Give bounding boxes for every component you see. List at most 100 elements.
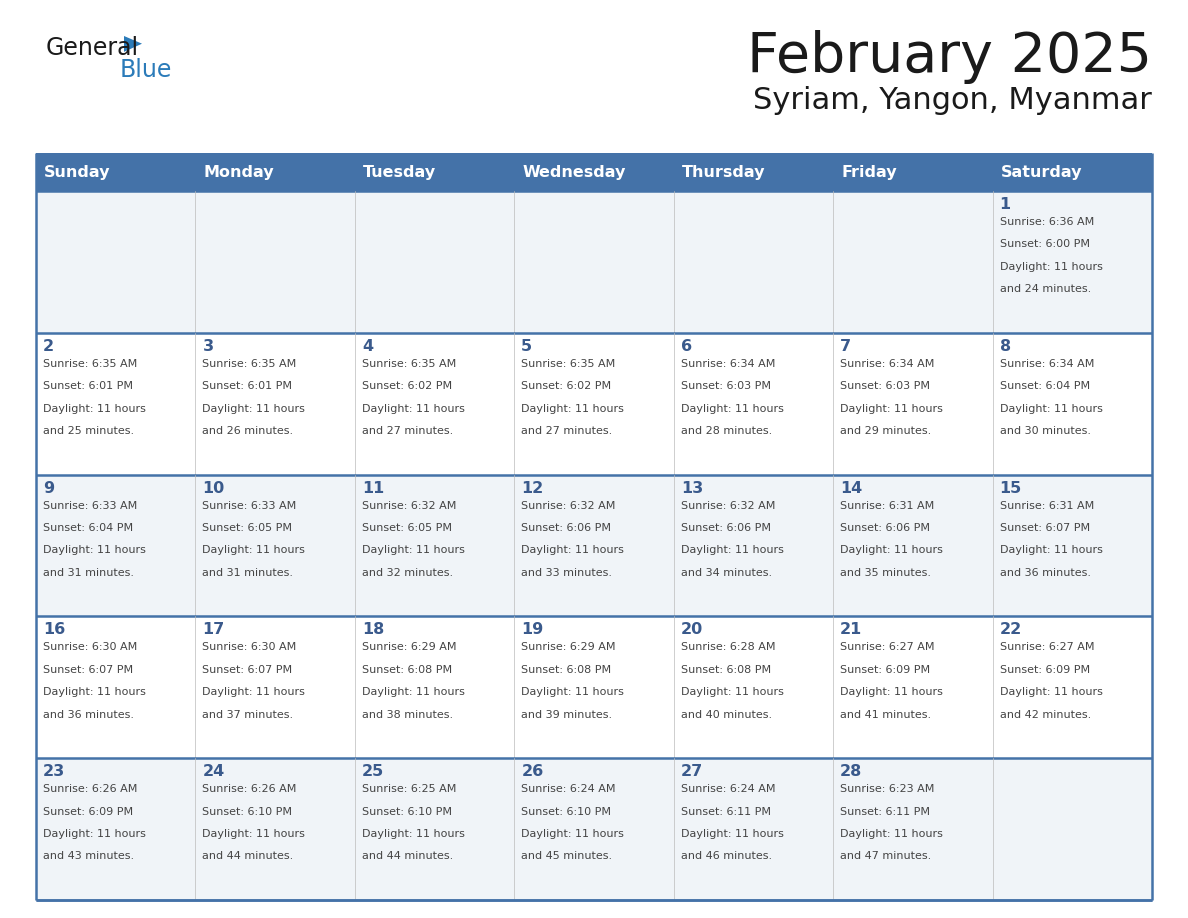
Text: Sunrise: 6:30 AM: Sunrise: 6:30 AM [202,643,297,653]
Bar [36,333,1152,475]
Bar [36,153,1152,191]
Text: 6: 6 [681,339,691,353]
Text: Daylight: 11 hours: Daylight: 11 hours [43,829,146,839]
Text: Sunrise: 6:30 AM: Sunrise: 6:30 AM [43,643,138,653]
Text: and 34 minutes.: and 34 minutes. [681,568,772,577]
Text: 9: 9 [43,481,55,496]
Text: Sunrise: 6:28 AM: Sunrise: 6:28 AM [681,643,776,653]
Text: Sunset: 6:06 PM: Sunset: 6:06 PM [681,523,771,533]
Text: Sunrise: 6:24 AM: Sunrise: 6:24 AM [522,784,615,794]
Text: and 41 minutes.: and 41 minutes. [840,710,931,720]
Text: Sunset: 6:10 PM: Sunset: 6:10 PM [362,807,451,817]
Text: and 36 minutes.: and 36 minutes. [43,710,134,720]
Text: 19: 19 [522,622,544,637]
Text: 26: 26 [522,764,544,779]
Text: Sunset: 6:08 PM: Sunset: 6:08 PM [362,665,451,675]
Text: and 46 minutes.: and 46 minutes. [681,851,772,861]
Text: Daylight: 11 hours: Daylight: 11 hours [681,688,784,697]
Text: Sunset: 6:03 PM: Sunset: 6:03 PM [840,381,930,391]
Text: Sunrise: 6:32 AM: Sunrise: 6:32 AM [681,500,775,510]
Text: Daylight: 11 hours: Daylight: 11 hours [43,404,146,414]
Bar [36,758,1152,900]
Bar [36,191,1152,333]
Text: Sunset: 6:07 PM: Sunset: 6:07 PM [43,665,133,675]
Bar [36,475,1152,616]
Text: and 27 minutes.: and 27 minutes. [362,426,453,436]
Text: Daylight: 11 hours: Daylight: 11 hours [681,404,784,414]
Text: Daylight: 11 hours: Daylight: 11 hours [43,688,146,697]
Text: Sunrise: 6:34 AM: Sunrise: 6:34 AM [840,359,935,369]
Text: Daylight: 11 hours: Daylight: 11 hours [999,545,1102,555]
Text: and 38 minutes.: and 38 minutes. [362,710,453,720]
Text: Sunrise: 6:33 AM: Sunrise: 6:33 AM [202,500,297,510]
Text: Sunrise: 6:34 AM: Sunrise: 6:34 AM [681,359,775,369]
Text: and 40 minutes.: and 40 minutes. [681,710,772,720]
Text: Sunset: 6:09 PM: Sunset: 6:09 PM [43,807,133,817]
Text: Daylight: 11 hours: Daylight: 11 hours [202,829,305,839]
Text: 21: 21 [840,622,862,637]
Text: Sunset: 6:09 PM: Sunset: 6:09 PM [840,665,930,675]
Text: Monday: Monday [203,164,274,180]
Text: 12: 12 [522,481,544,496]
Text: Sunset: 6:01 PM: Sunset: 6:01 PM [43,381,133,391]
Text: Sunrise: 6:35 AM: Sunrise: 6:35 AM [522,359,615,369]
Text: Sunset: 6:02 PM: Sunset: 6:02 PM [522,381,612,391]
Text: 10: 10 [202,481,225,496]
Text: Sunset: 6:04 PM: Sunset: 6:04 PM [999,381,1089,391]
Text: Sunrise: 6:23 AM: Sunrise: 6:23 AM [840,784,935,794]
Text: Sunset: 6:07 PM: Sunset: 6:07 PM [202,665,292,675]
Text: Daylight: 11 hours: Daylight: 11 hours [202,688,305,697]
Text: 13: 13 [681,481,703,496]
Text: Sunset: 6:08 PM: Sunset: 6:08 PM [681,665,771,675]
Text: Daylight: 11 hours: Daylight: 11 hours [840,404,943,414]
Text: Sunrise: 6:31 AM: Sunrise: 6:31 AM [840,500,935,510]
Text: Sunrise: 6:26 AM: Sunrise: 6:26 AM [202,784,297,794]
Text: 22: 22 [999,622,1022,637]
Text: Sunrise: 6:31 AM: Sunrise: 6:31 AM [999,500,1094,510]
Text: and 42 minutes.: and 42 minutes. [999,710,1091,720]
Text: Sunset: 6:09 PM: Sunset: 6:09 PM [999,665,1089,675]
Text: Sunset: 6:05 PM: Sunset: 6:05 PM [362,523,451,533]
Text: February 2025: February 2025 [747,30,1152,84]
Text: Daylight: 11 hours: Daylight: 11 hours [840,688,943,697]
Text: Sunrise: 6:33 AM: Sunrise: 6:33 AM [43,500,138,510]
Text: Daylight: 11 hours: Daylight: 11 hours [840,545,943,555]
Text: Daylight: 11 hours: Daylight: 11 hours [522,404,624,414]
Text: Sunset: 6:06 PM: Sunset: 6:06 PM [522,523,612,533]
Text: Sunrise: 6:36 AM: Sunrise: 6:36 AM [999,217,1094,227]
Text: Daylight: 11 hours: Daylight: 11 hours [43,545,146,555]
Text: Daylight: 11 hours: Daylight: 11 hours [202,404,305,414]
Text: 28: 28 [840,764,862,779]
Text: Sunset: 6:00 PM: Sunset: 6:00 PM [999,240,1089,250]
Text: Sunset: 6:10 PM: Sunset: 6:10 PM [202,807,292,817]
Text: Sunset: 6:07 PM: Sunset: 6:07 PM [999,523,1089,533]
Text: Daylight: 11 hours: Daylight: 11 hours [202,545,305,555]
Text: 14: 14 [840,481,862,496]
Text: Daylight: 11 hours: Daylight: 11 hours [522,545,624,555]
Text: 3: 3 [202,339,214,353]
Text: 1: 1 [999,197,1011,212]
Text: Daylight: 11 hours: Daylight: 11 hours [999,688,1102,697]
Text: Tuesday: Tuesday [362,164,436,180]
Text: Daylight: 11 hours: Daylight: 11 hours [362,404,465,414]
Text: 2: 2 [43,339,55,353]
Text: and 24 minutes.: and 24 minutes. [999,285,1091,294]
Text: and 44 minutes.: and 44 minutes. [362,851,453,861]
Polygon shape [124,36,143,51]
Text: and 30 minutes.: and 30 minutes. [999,426,1091,436]
Text: 5: 5 [522,339,532,353]
Text: and 43 minutes.: and 43 minutes. [43,851,134,861]
Text: Sunset: 6:08 PM: Sunset: 6:08 PM [522,665,612,675]
Text: 16: 16 [43,622,65,637]
Text: and 39 minutes.: and 39 minutes. [522,710,612,720]
Text: Sunrise: 6:27 AM: Sunrise: 6:27 AM [840,643,935,653]
Text: Sunrise: 6:32 AM: Sunrise: 6:32 AM [362,500,456,510]
Text: and 35 minutes.: and 35 minutes. [840,568,931,577]
Text: 11: 11 [362,481,384,496]
Text: and 26 minutes.: and 26 minutes. [202,426,293,436]
Text: Sunset: 6:11 PM: Sunset: 6:11 PM [840,807,930,817]
Text: Daylight: 11 hours: Daylight: 11 hours [840,829,943,839]
Text: Daylight: 11 hours: Daylight: 11 hours [999,404,1102,414]
Text: Daylight: 11 hours: Daylight: 11 hours [362,829,465,839]
Text: Sunset: 6:02 PM: Sunset: 6:02 PM [362,381,451,391]
